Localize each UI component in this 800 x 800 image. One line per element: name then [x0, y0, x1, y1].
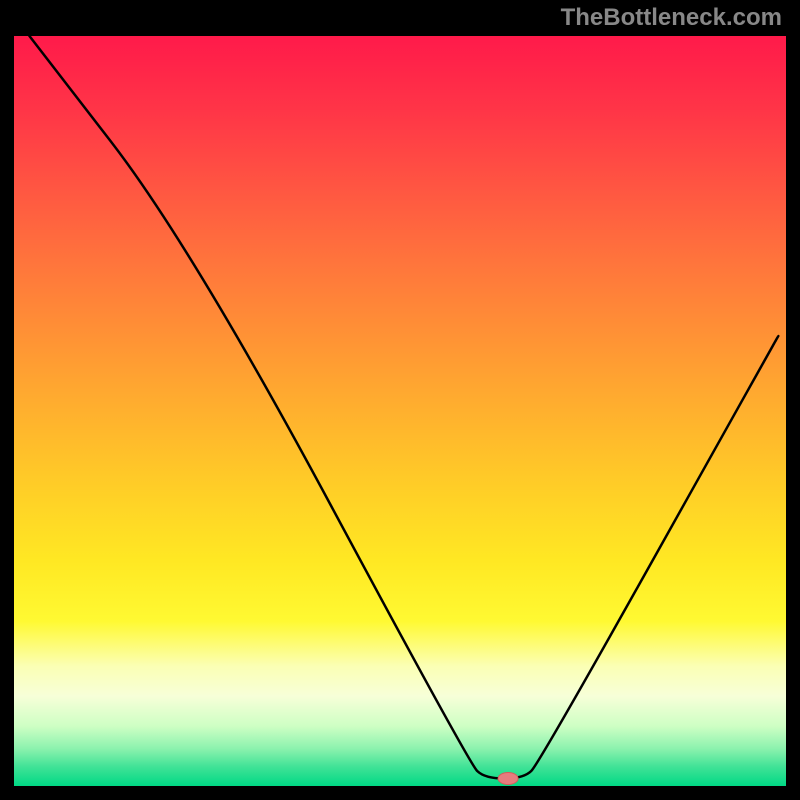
watermark-text: TheBottleneck.com [561, 4, 782, 32]
optimal-marker [498, 773, 518, 785]
chart-svg [14, 36, 786, 786]
chart-background-rect [14, 36, 786, 786]
chart-plot-area [14, 36, 786, 786]
